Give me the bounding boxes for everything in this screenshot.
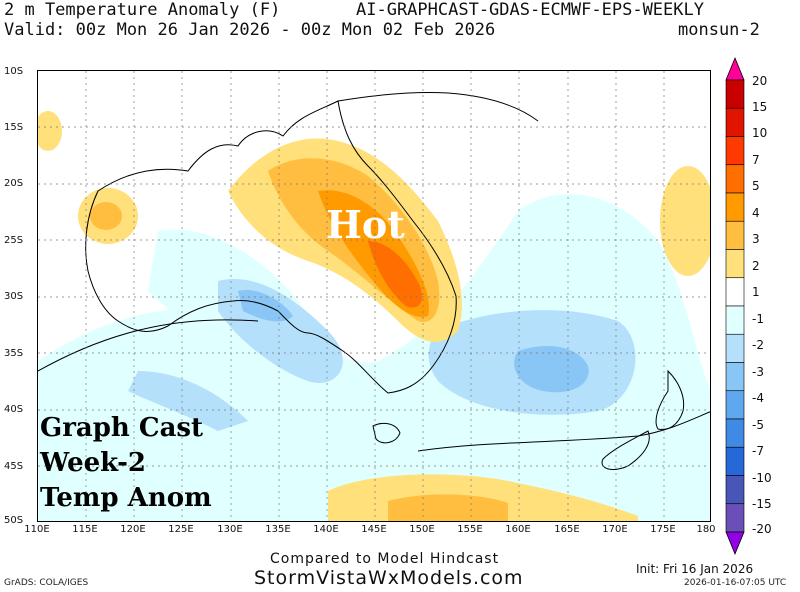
lon-label: 110E	[24, 524, 50, 535]
colorbar-label: -1	[752, 312, 764, 326]
region-name: monsun-2	[678, 20, 760, 40]
colorbar-cell	[725, 249, 745, 279]
colorbar-label: 3	[752, 232, 760, 246]
lat-label: 25S	[4, 235, 24, 246]
lat-label: 10S	[4, 66, 24, 77]
lon-label: 175E	[650, 524, 676, 535]
colorbar-cell	[725, 136, 745, 166]
colorbar-label: -15	[752, 497, 772, 511]
map-title: 2 m Temperature Anomaly (F)	[4, 0, 281, 20]
colorbar-top-arrow	[725, 56, 745, 81]
colorbar-cell	[725, 305, 745, 335]
colorbar	[725, 56, 745, 556]
lon-label: 140E	[313, 524, 339, 535]
valid-period: Valid: 00z Mon 26 Jan 2026 - 00z Mon 02 …	[4, 20, 496, 40]
lon-label: 125E	[168, 524, 194, 535]
lon-label: 130E	[217, 524, 243, 535]
lat-label: 30S	[4, 291, 24, 302]
lon-label: 170E	[602, 524, 628, 535]
colorbar-cell	[725, 362, 745, 392]
init-time: Init: Fri 16 Jan 2026	[636, 562, 754, 576]
colorbar-cell	[725, 333, 745, 363]
colorbar-cell	[725, 220, 745, 250]
colorbar-label: 10	[752, 126, 768, 140]
lat-label: 20S	[4, 178, 24, 189]
colorbar-label: -4	[752, 391, 764, 405]
colorbar-label: 15	[752, 100, 768, 114]
colorbar-label: -5	[752, 418, 764, 432]
colorbar-cell	[725, 107, 745, 137]
overlay-text-line: Temp Anom	[40, 483, 212, 513]
colorbar-label: -7	[752, 444, 764, 458]
lat-label: 15S	[4, 122, 24, 133]
colorbar-label: 4	[752, 206, 760, 220]
colorbar-cell	[725, 446, 745, 476]
lat-label: 45S	[4, 461, 24, 472]
colorbar-cell	[725, 390, 745, 420]
colorbar-label: 7	[752, 153, 760, 167]
colorbar-label: 5	[752, 179, 760, 193]
colorbar-bottom-arrow	[725, 531, 745, 556]
lon-label: 120E	[120, 524, 146, 535]
colorbar-label: -3	[752, 365, 764, 379]
lat-label: 35S	[4, 348, 24, 359]
hot-label: Hot	[326, 202, 405, 247]
colorbar-cell	[725, 79, 745, 109]
colorbar-cell	[725, 475, 745, 505]
colorbar-label: -20	[752, 522, 772, 536]
map-canvas	[38, 71, 710, 521]
lon-label: 165E	[554, 524, 580, 535]
grads-credit: GrADS: COLA/IGES	[4, 578, 89, 588]
colorbar-label: -2	[752, 338, 764, 352]
lat-label: 50S	[4, 515, 24, 526]
colorbar-label: -10	[752, 471, 772, 485]
lon-label: 180	[696, 524, 716, 535]
colorbar-label: 20	[752, 74, 768, 88]
overlay-text-line: Graph Cast	[40, 413, 204, 443]
timestamp: 2026-01-16-07:05 UTC	[684, 578, 787, 588]
colorbar-cell	[725, 503, 745, 533]
hindcast-note: Compared to Model Hindcast	[270, 551, 500, 567]
colorbar-label: 1	[752, 285, 760, 299]
colorbar-cell	[725, 192, 745, 222]
lon-label: 145E	[361, 524, 387, 535]
model-name: AI-GRAPHCAST-GDAS-ECMWF-EPS-WEEKLY	[356, 0, 704, 20]
colorbar-cells	[725, 79, 745, 533]
lon-label: 160E	[505, 524, 531, 535]
lat-label: 40S	[4, 404, 24, 415]
colorbar-cell	[725, 277, 745, 307]
colorbar-cell	[725, 164, 745, 194]
overlay-text-line: Week-2	[40, 448, 147, 478]
lon-label: 150E	[409, 524, 435, 535]
lon-label: 115E	[72, 524, 98, 535]
site-link[interactable]: StormVistaWxModels.com	[254, 567, 524, 589]
anomaly-map	[37, 70, 711, 522]
lon-label: 155E	[457, 524, 483, 535]
colorbar-label: 2	[752, 259, 760, 273]
lon-label: 135E	[265, 524, 291, 535]
colorbar-cell	[725, 418, 745, 448]
